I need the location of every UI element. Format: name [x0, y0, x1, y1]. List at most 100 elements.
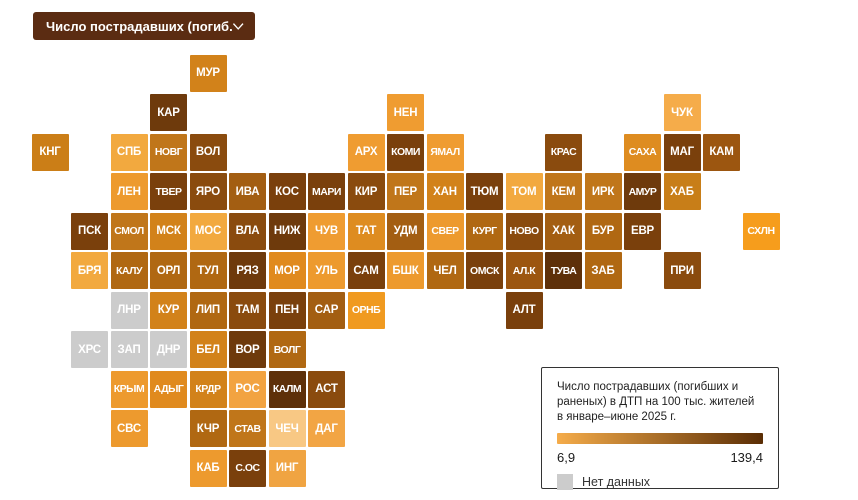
region-tile-КЕМ[interactable]: КЕМ — [545, 173, 582, 210]
region-tile-ТОМ[interactable]: ТОМ — [505, 173, 543, 210]
region-tile-ЗАБ[interactable]: ЗАБ — [584, 252, 622, 289]
region-tile-ВЛА[interactable]: ВЛА — [229, 212, 266, 250]
metric-dropdown-label: Число пострадавших (погиб... — [46, 18, 232, 34]
region-tile-МОР[interactable]: МОР — [268, 252, 306, 289]
region-tile-ЗАП[interactable]: ЗАП — [110, 331, 148, 368]
region-tile-БУР[interactable]: БУР — [584, 212, 622, 250]
region-tile-ОМСК[interactable]: ОМСК — [466, 252, 503, 289]
legend-min-value: 6,9 — [557, 450, 576, 465]
region-tile-ХАК[interactable]: ХАК — [545, 212, 582, 250]
region-tile-СХЛН[interactable]: СХЛН — [742, 212, 780, 250]
region-tile-КОС[interactable]: КОС — [268, 173, 306, 210]
region-tile-ТУВА[interactable]: ТУВА — [545, 252, 582, 289]
region-tile-НИЖ[interactable]: НИЖ — [268, 212, 306, 250]
region-tile-КРДР[interactable]: КРДР — [189, 370, 227, 408]
region-tile-УЛЬ[interactable]: УЛЬ — [308, 252, 345, 289]
region-tile-ИРК[interactable]: ИРК — [584, 173, 622, 210]
region-tile-САР[interactable]: САР — [308, 291, 345, 329]
region-tile-АДЫГ[interactable]: АДЫГ — [150, 370, 187, 408]
region-tile-САХА[interactable]: САХА — [624, 133, 661, 171]
region-tile-С.ОС[interactable]: С.ОС — [229, 449, 266, 487]
region-tile-КУР[interactable]: КУР — [150, 291, 187, 329]
region-tile-ЛИП[interactable]: ЛИП — [189, 291, 227, 329]
region-tile-КОМИ[interactable]: КОМИ — [387, 133, 424, 171]
region-tile-ЧЕЧ[interactable]: ЧЕЧ — [268, 410, 306, 447]
region-tile-ЧЕЛ[interactable]: ЧЕЛ — [426, 252, 464, 289]
region-tile-КАМ[interactable]: КАМ — [703, 133, 740, 171]
region-tile-СМОЛ[interactable]: СМОЛ — [110, 212, 148, 250]
region-tile-ПЕН[interactable]: ПЕН — [268, 291, 306, 329]
legend-gradient-bar — [557, 433, 763, 444]
region-tile-ТУЛ[interactable]: ТУЛ — [189, 252, 227, 289]
region-tile-ЛЕН[interactable]: ЛЕН — [110, 173, 148, 210]
region-tile-НОВО[interactable]: НОВО — [505, 212, 543, 250]
chevron-down-icon — [232, 22, 244, 30]
region-tile-КИР[interactable]: КИР — [347, 173, 385, 210]
region-tile-БЕЛ[interactable]: БЕЛ — [189, 331, 227, 368]
region-tile-КАБ[interactable]: КАБ — [189, 449, 227, 487]
region-tile-КНГ[interactable]: КНГ — [31, 133, 69, 171]
region-tile-БШК[interactable]: БШК — [387, 252, 424, 289]
region-tile-ОРЛ[interactable]: ОРЛ — [150, 252, 187, 289]
region-tile-ДНР[interactable]: ДНР — [150, 331, 187, 368]
region-tile-КРАС[interactable]: КРАС — [545, 133, 582, 171]
region-tile-КРЫМ[interactable]: КРЫМ — [110, 370, 148, 408]
region-tile-ВОЛГ[interactable]: ВОЛГ — [268, 331, 306, 368]
region-tile-АМУР[interactable]: АМУР — [624, 173, 661, 210]
region-tile-ХАН[interactable]: ХАН — [426, 173, 464, 210]
region-tile-АРХ[interactable]: АРХ — [347, 133, 385, 171]
region-tile-СПБ[interactable]: СПБ — [110, 133, 148, 171]
region-tile-ПРИ[interactable]: ПРИ — [663, 252, 701, 289]
region-tile-МАРИ[interactable]: МАРИ — [308, 173, 345, 210]
region-tile-КАЛУ[interactable]: КАЛУ — [110, 252, 148, 289]
region-tile-ТЮМ[interactable]: ТЮМ — [466, 173, 503, 210]
region-tile-МСК[interactable]: МСК — [150, 212, 187, 250]
legend-title-line2: раненых) в ДТП на 100 тыс. жителей — [557, 396, 755, 408]
region-tile-ИНГ[interactable]: ИНГ — [268, 449, 306, 487]
region-tile-КУРГ[interactable]: КУРГ — [466, 212, 503, 250]
region-tile-ТВЕР[interactable]: ТВЕР — [150, 173, 187, 210]
region-tile-СВС[interactable]: СВС — [110, 410, 148, 447]
region-tile-ТАМ[interactable]: ТАМ — [229, 291, 266, 329]
region-tile-ЧУК[interactable]: ЧУК — [663, 94, 701, 131]
region-tile-НЕН[interactable]: НЕН — [387, 94, 424, 131]
region-tile-ХАБ[interactable]: ХАБ — [663, 173, 701, 210]
region-tile-КАР[interactable]: КАР — [150, 94, 187, 131]
metric-dropdown[interactable]: Число пострадавших (погиб... — [33, 12, 255, 40]
region-tile-БРЯ[interactable]: БРЯ — [71, 252, 108, 289]
region-tile-АСТ[interactable]: АСТ — [308, 370, 345, 408]
region-tile-РЯЗ[interactable]: РЯЗ — [229, 252, 266, 289]
region-tile-КЧР[interactable]: КЧР — [189, 410, 227, 447]
region-tile-ЕВР[interactable]: ЕВР — [624, 212, 661, 250]
region-tile-МАГ[interactable]: МАГ — [663, 133, 701, 171]
region-tile-ХРС[interactable]: ХРС — [71, 331, 108, 368]
region-tile-ВОЛ[interactable]: ВОЛ — [189, 133, 227, 171]
region-tile-ТАТ[interactable]: ТАТ — [347, 212, 385, 250]
legend-max-value: 139,4 — [730, 450, 763, 465]
region-tile-АЛТ[interactable]: АЛТ — [505, 291, 543, 329]
region-tile-МОС[interactable]: МОС — [189, 212, 227, 250]
region-tile-УДМ[interactable]: УДМ — [387, 212, 424, 250]
region-tile-НОВГ[interactable]: НОВГ — [150, 133, 187, 171]
region-tile-КАЛМ[interactable]: КАЛМ — [268, 370, 306, 408]
region-tile-РОС[interactable]: РОС — [229, 370, 266, 408]
region-tile-СВЕР[interactable]: СВЕР — [426, 212, 464, 250]
legend-range: 6,9 139,4 — [557, 450, 763, 465]
region-tile-ДАГ[interactable]: ДАГ — [308, 410, 345, 447]
region-tile-ПСК[interactable]: ПСК — [71, 212, 108, 250]
legend-no-data-row: Нет данных — [557, 474, 763, 490]
region-tile-ЛНР[interactable]: ЛНР — [110, 291, 148, 329]
region-tile-ПЕР[interactable]: ПЕР — [387, 173, 424, 210]
region-tile-АЛ.К[interactable]: АЛ.К — [505, 252, 543, 289]
region-tile-ЧУВ[interactable]: ЧУВ — [308, 212, 345, 250]
region-tile-СТАВ[interactable]: СТАВ — [229, 410, 266, 447]
region-tile-ВОР[interactable]: ВОР — [229, 331, 266, 368]
region-tile-ОРНБ[interactable]: ОРНБ — [347, 291, 385, 329]
region-tile-МУР[interactable]: МУР — [189, 54, 227, 92]
region-tile-ИВА[interactable]: ИВА — [229, 173, 266, 210]
region-tile-ЯМАЛ[interactable]: ЯМАЛ — [426, 133, 464, 171]
region-tile-САМ[interactable]: САМ — [347, 252, 385, 289]
no-data-label: Нет данных — [582, 475, 651, 489]
region-tile-ЯРО[interactable]: ЯРО — [189, 173, 227, 210]
